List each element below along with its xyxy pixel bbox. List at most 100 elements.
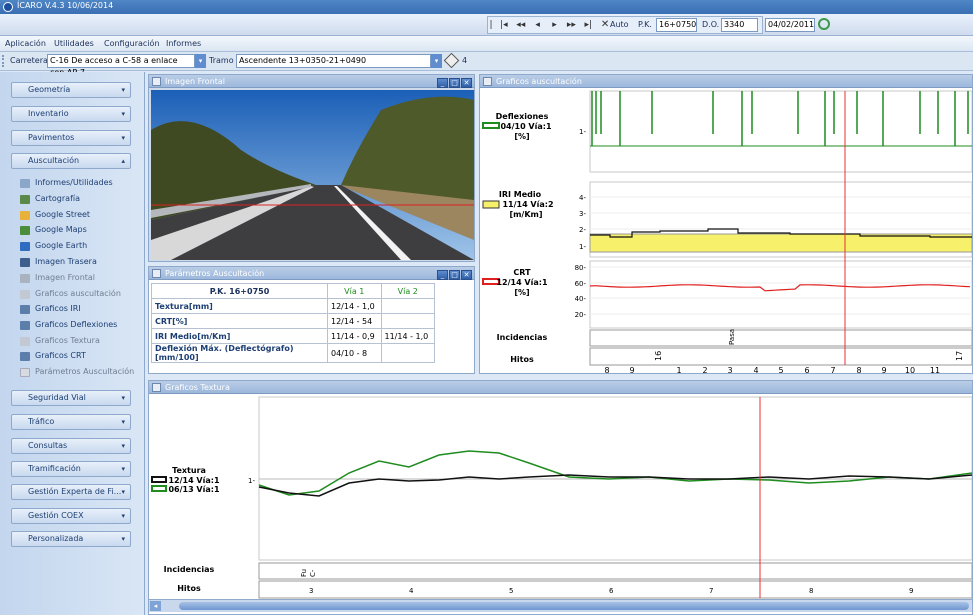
back-button[interactable]: ◂ <box>535 20 540 30</box>
menu-aplicacion[interactable]: Aplicación <box>5 39 46 48</box>
tramo-select[interactable]: Ascendente 13+0350-21+0490 <box>236 54 431 68</box>
group-gestion-coex[interactable]: Gestión COEX ▾ <box>11 508 131 524</box>
maximize-button[interactable]: □ <box>449 78 460 88</box>
iri-band <box>589 233 972 253</box>
tramo-label: Tramo <box>209 56 234 65</box>
group-trafico[interactable]: Tráfico ▾ <box>11 414 131 430</box>
tex-legend-s1: 12/14 Vía:1 <box>168 476 220 485</box>
group-auscultacion[interactable]: Auscultación ▴ <box>11 153 131 169</box>
iri-tick: 2- <box>579 226 586 234</box>
chevron-up-icon: ▴ <box>121 157 125 165</box>
menu-utilidades[interactable]: Utilidades <box>54 39 94 48</box>
incidencias-label: Incidencias <box>497 333 548 342</box>
x-tick-label: 8 <box>604 366 609 374</box>
hitos-strip <box>258 580 972 599</box>
iri-legend-sub: 11/14 Vía:2 <box>502 200 553 209</box>
sidebar-item-google-maps[interactable]: Google Maps <box>20 223 87 237</box>
x-tick-label: 11 <box>930 366 940 374</box>
sidebar-item-imagen-frontal[interactable]: Imagen Frontal <box>20 271 95 285</box>
do-field[interactable]: 3340 <box>721 18 758 32</box>
sidebar-item-graficos-crt[interactable]: Graficos CRT <box>20 349 86 363</box>
params-panel: Parámetros Auscultación _ □ ✕ P.K. 16+0750… <box>148 266 475 374</box>
table-header-row: P.K. 16+0750 Vía 1 Vía 2 <box>151 283 435 299</box>
table-row[interactable]: CRT[%] 12/14 - 54 <box>151 313 435 329</box>
first-button[interactable]: |◂ <box>500 20 508 30</box>
auto-label[interactable]: Auto <box>610 20 629 29</box>
sidebar-item-imagen-trasera[interactable]: Imagen Trasera <box>20 255 97 269</box>
minimize-button[interactable]: _ <box>437 78 448 88</box>
iri-tick: 3- <box>579 210 586 218</box>
table-row[interactable]: Deflexión Máx. (Deflectógrafo)[mm/100] 04… <box>151 343 435 363</box>
x-tick-label: 6 <box>804 366 809 374</box>
date-field[interactable]: 04/02/2011 <box>765 18 815 32</box>
sidebar-item-google-earth[interactable]: Google Earth <box>20 239 87 253</box>
group-inventario[interactable]: Inventario ▾ <box>11 106 131 122</box>
scroll-thumb[interactable] <box>179 602 969 610</box>
menu-informes[interactable]: Informes <box>166 39 202 48</box>
refresh-icon[interactable] <box>818 18 830 30</box>
group-personalizada[interactable]: Personalizada ▾ <box>11 531 131 547</box>
group-geometria[interactable]: Geometría ▾ <box>11 82 131 98</box>
sidebar-item-graficos-textura[interactable]: Graficos Textura <box>20 334 100 348</box>
tex-legend-swatch-1 <box>151 476 167 483</box>
chart-icon <box>20 352 30 361</box>
group-gestion-experta[interactable]: Gestión Experta de Fi... ▾ <box>11 484 131 500</box>
scroll-left-button[interactable]: ◂ <box>150 601 161 611</box>
tag-icon[interactable] <box>443 52 460 69</box>
sidebar-item-graficos-iri[interactable]: Graficos IRI <box>20 302 81 316</box>
chevron-down-icon: ▾ <box>121 418 125 426</box>
last-button[interactable]: ▸| <box>584 20 593 30</box>
group-pavimentos[interactable]: Pavimentos ▾ <box>11 130 131 146</box>
close-button[interactable]: ✕ <box>461 78 472 88</box>
group-seguridad-vial[interactable]: Seguridad Vial ▾ <box>11 390 131 406</box>
incidencias-strip <box>589 329 972 347</box>
tex-tick: 1- <box>248 477 255 485</box>
incidencia-tag: Pasa <box>728 329 736 345</box>
chevron-down-icon[interactable]: ▾ <box>195 54 206 68</box>
close-icon[interactable]: ✕ <box>600 19 610 30</box>
pk-field[interactable]: 16+0750 <box>656 18 697 32</box>
close-button[interactable]: ✕ <box>461 270 472 280</box>
defl-plot-area <box>589 90 972 173</box>
title-bar: ÍCARO V.4.3 10/06/2014 <box>0 0 973 14</box>
hitos-strip <box>589 347 972 366</box>
menu-configuracion[interactable]: Configuración <box>104 39 160 48</box>
param-name: IRI Medio[m/Km] <box>151 328 328 344</box>
sidebar-item-informes[interactable]: Informes/Utilidades <box>20 176 113 190</box>
hitos-label: Hitos <box>177 584 201 593</box>
defl-legend-name: Deflexiones <box>496 112 549 121</box>
table-row[interactable]: IRI Medio[m/Km] 11/14 - 0,9 11/14 - 1,0 <box>151 328 435 344</box>
chart-icon <box>20 290 30 299</box>
sidebar: Geometría ▾ Inventario ▾ Pavimentos ▾ Auscu… <box>0 72 145 615</box>
group-tramificacion[interactable]: Tramificación ▾ <box>11 461 131 477</box>
chevron-down-icon: ▾ <box>121 134 125 142</box>
defl-legend-swatch <box>482 122 500 129</box>
sidebar-item-graficos-deflexiones[interactable]: Graficos Deflexiones <box>20 318 117 332</box>
chevron-down-icon[interactable]: ▾ <box>431 54 442 68</box>
group-consultas[interactable]: Consultas ▾ <box>11 438 131 454</box>
minimize-button[interactable]: _ <box>437 270 448 280</box>
crt-tick: 20- <box>575 311 587 319</box>
panel-title: Parámetros Auscultación <box>165 269 265 278</box>
play-button[interactable]: ▸ <box>552 20 557 30</box>
sidebar-item-cartografia[interactable]: Cartografía <box>20 192 80 206</box>
param-value <box>380 313 435 329</box>
crt-tick: 60- <box>575 280 587 288</box>
fast-back-button[interactable]: ◂◂ <box>516 20 526 30</box>
texture-chart: Textura 12/14 Vía:1 06/13 Vía:1 1- Incid… <box>151 396 972 599</box>
param-value: 12/14 - 1,0 <box>327 298 382 314</box>
table-row[interactable]: Textura[mm] 12/14 - 1,0 <box>151 298 435 314</box>
carretera-select[interactable]: C-16 De acceso a C-58 a enlace con AP-7 <box>47 54 195 77</box>
fast-forward-button[interactable]: ▸▸ <box>566 20 576 30</box>
x-tick-label: 9 <box>881 366 886 374</box>
hito-marker: 17 <box>955 351 964 361</box>
panel-header: Graficos Textura <box>149 381 972 394</box>
panel-header: Graficos auscultación <box>480 75 972 88</box>
horizontal-scrollbar[interactable]: ◂ <box>149 599 972 612</box>
crt-line <box>589 284 971 292</box>
sidebar-item-parametros[interactable]: Parámetros Auscultación <box>20 365 134 379</box>
sidebar-item-graficos-auscultacion[interactable]: Graficos auscultación <box>20 287 121 301</box>
maximize-button[interactable]: □ <box>449 270 460 280</box>
sidebar-item-google-street[interactable]: Google Street <box>20 208 90 222</box>
column-header: Vía 2 <box>380 283 435 299</box>
